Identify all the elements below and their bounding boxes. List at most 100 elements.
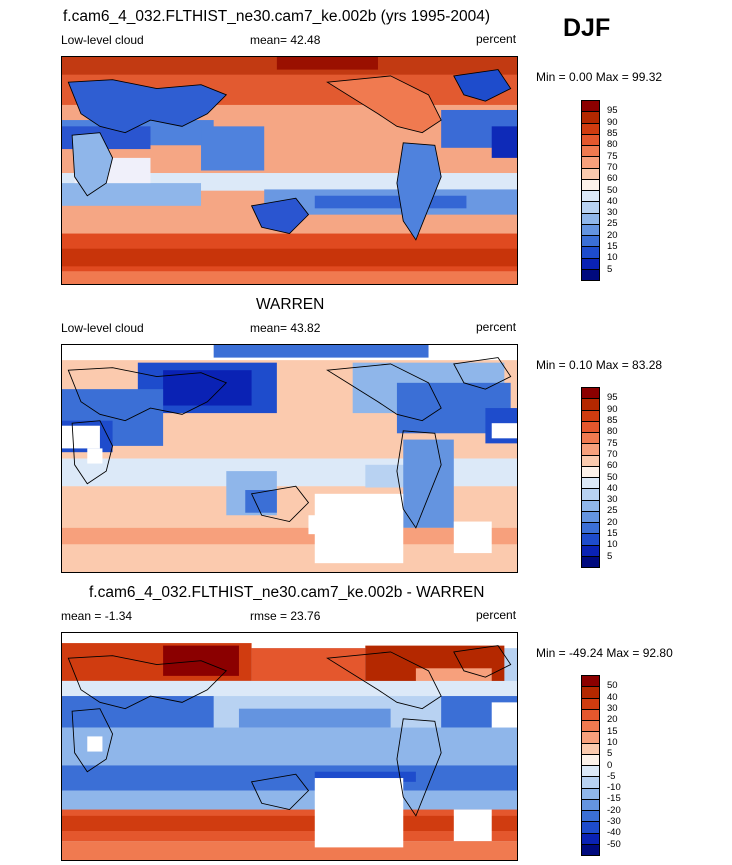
panel3-mean-label: mean = -1.34 bbox=[61, 609, 133, 623]
panel2-variable-label: Low-level cloud bbox=[61, 321, 144, 335]
colorbar-swatch bbox=[582, 687, 599, 699]
colorbar-tick-label: 80 bbox=[607, 139, 618, 151]
colorbar-tick-label: 5 bbox=[607, 748, 613, 760]
colorbar-tick-label: 30 bbox=[607, 207, 618, 219]
colorbar-swatch bbox=[582, 709, 599, 721]
colorbar-tick-label: 30 bbox=[607, 494, 618, 506]
colorbar-swatch bbox=[582, 101, 599, 113]
colorbar-tick-label: 70 bbox=[607, 448, 618, 460]
panel2-minmax: Min = 0.10 Max = 83.28 bbox=[536, 358, 663, 372]
colorbar-swatch bbox=[582, 556, 599, 567]
colorbar-tick-label: 10 bbox=[607, 252, 618, 264]
colorbar-tick-label: 15 bbox=[607, 241, 618, 253]
colorbar-tick-label: 10 bbox=[607, 736, 618, 748]
colorbar-swatch bbox=[582, 191, 599, 203]
colorbar-tick-label: 15 bbox=[607, 528, 618, 540]
colorbar-swatch bbox=[582, 534, 599, 546]
panel3-units-label: percent bbox=[476, 608, 517, 622]
panel3-map-plot bbox=[62, 633, 517, 860]
colorbar-swatch bbox=[582, 766, 599, 778]
colorbar-swatch bbox=[582, 478, 599, 490]
colorbar-tick-label: 70 bbox=[607, 161, 618, 173]
colorbar-swatch bbox=[582, 236, 599, 248]
colorbar-swatch bbox=[582, 466, 599, 478]
season-label: DJF bbox=[563, 14, 611, 42]
panel1-variable-label: Low-level cloud bbox=[61, 33, 144, 47]
colorbar-swatch bbox=[582, 721, 599, 733]
colorbar-tick-label: 75 bbox=[607, 437, 618, 449]
colorbar-swatch bbox=[582, 788, 599, 800]
panel2-colorbar bbox=[581, 387, 600, 568]
colorbar-swatch bbox=[582, 777, 599, 789]
colorbar-swatch bbox=[582, 123, 599, 135]
panel2-title: WARREN bbox=[256, 296, 325, 313]
colorbar-tick-label: 20 bbox=[607, 516, 618, 528]
colorbar-swatch bbox=[582, 433, 599, 445]
colorbar-tick-label: 5 bbox=[607, 550, 613, 562]
colorbar-swatch bbox=[582, 258, 599, 270]
colorbar-swatch bbox=[582, 743, 599, 755]
colorbar-swatch bbox=[582, 444, 599, 456]
colorbar-tick-label: -20 bbox=[607, 804, 621, 816]
colorbar-tick-label: -40 bbox=[607, 827, 621, 839]
colorbar-tick-label: 90 bbox=[607, 116, 618, 128]
panel2-map-plot bbox=[62, 345, 517, 572]
colorbar-swatch bbox=[582, 410, 599, 422]
colorbar-tick-label: 10 bbox=[607, 539, 618, 551]
colorbar-swatch bbox=[582, 545, 599, 557]
panel1-units-label: percent bbox=[476, 32, 517, 46]
colorbar-swatch bbox=[582, 844, 599, 855]
colorbar-swatch bbox=[582, 421, 599, 433]
panel1-minmax: Min = 0.00 Max = 99.32 bbox=[536, 70, 663, 84]
colorbar-tick-label: 30 bbox=[607, 702, 618, 714]
colorbar-swatch bbox=[582, 247, 599, 259]
colorbar-swatch bbox=[582, 455, 599, 467]
colorbar-swatch bbox=[582, 202, 599, 214]
colorbar-tick-label: 25 bbox=[607, 218, 618, 230]
colorbar-tick-label: 50 bbox=[607, 184, 618, 196]
colorbar-tick-label: 15 bbox=[607, 725, 618, 737]
colorbar-tick-label: -50 bbox=[607, 838, 621, 850]
colorbar-tick-label: 40 bbox=[607, 691, 618, 703]
colorbar-swatch bbox=[582, 179, 599, 191]
colorbar-swatch bbox=[582, 388, 599, 400]
colorbar-tick-label: 60 bbox=[607, 173, 618, 185]
colorbar-swatch bbox=[582, 511, 599, 523]
colorbar-tick-label: -30 bbox=[607, 816, 621, 828]
colorbar-swatch bbox=[582, 754, 599, 766]
colorbar-tick-label: 85 bbox=[607, 414, 618, 426]
colorbar-swatch bbox=[582, 732, 599, 744]
panel2-units-label: percent bbox=[476, 320, 517, 334]
colorbar-tick-label: -10 bbox=[607, 782, 621, 794]
panel1-map-plot bbox=[62, 57, 517, 284]
colorbar-swatch bbox=[582, 168, 599, 180]
colorbar-swatch bbox=[582, 112, 599, 124]
colorbar-tick-label: -15 bbox=[607, 793, 621, 805]
colorbar-swatch bbox=[582, 811, 599, 823]
colorbar-swatch bbox=[582, 523, 599, 535]
panel1-map bbox=[61, 56, 518, 285]
colorbar-swatch bbox=[582, 224, 599, 236]
colorbar-swatch bbox=[582, 500, 599, 512]
colorbar-swatch bbox=[582, 399, 599, 411]
panel1-colorbar bbox=[581, 100, 600, 281]
colorbar-tick-label: 95 bbox=[607, 105, 618, 117]
panel3-colorbar bbox=[581, 675, 600, 856]
colorbar-swatch bbox=[582, 146, 599, 158]
panel1-title: f.cam6_4_032.FLTHIST_ne30.cam7_ke.002b (… bbox=[63, 8, 491, 25]
colorbar-tick-label: 80 bbox=[607, 426, 618, 438]
panel2-map bbox=[61, 344, 518, 573]
colorbar-tick-label: 60 bbox=[607, 460, 618, 472]
colorbar-tick-label: 50 bbox=[607, 680, 618, 692]
colorbar-swatch bbox=[582, 157, 599, 169]
colorbar-tick-label: 5 bbox=[607, 263, 613, 275]
colorbar-tick-label: 20 bbox=[607, 229, 618, 241]
colorbar-tick-label: 90 bbox=[607, 403, 618, 415]
panel3-map bbox=[61, 632, 518, 861]
colorbar-tick-label: 20 bbox=[607, 714, 618, 726]
colorbar-tick-label: 25 bbox=[607, 505, 618, 517]
colorbar-tick-label: 40 bbox=[607, 482, 618, 494]
panel3-minmax: Min = -49.24 Max = 92.80 bbox=[536, 646, 673, 660]
panel2-mean-label: mean= 43.82 bbox=[250, 321, 321, 335]
colorbar-tick-label: -5 bbox=[607, 770, 616, 782]
